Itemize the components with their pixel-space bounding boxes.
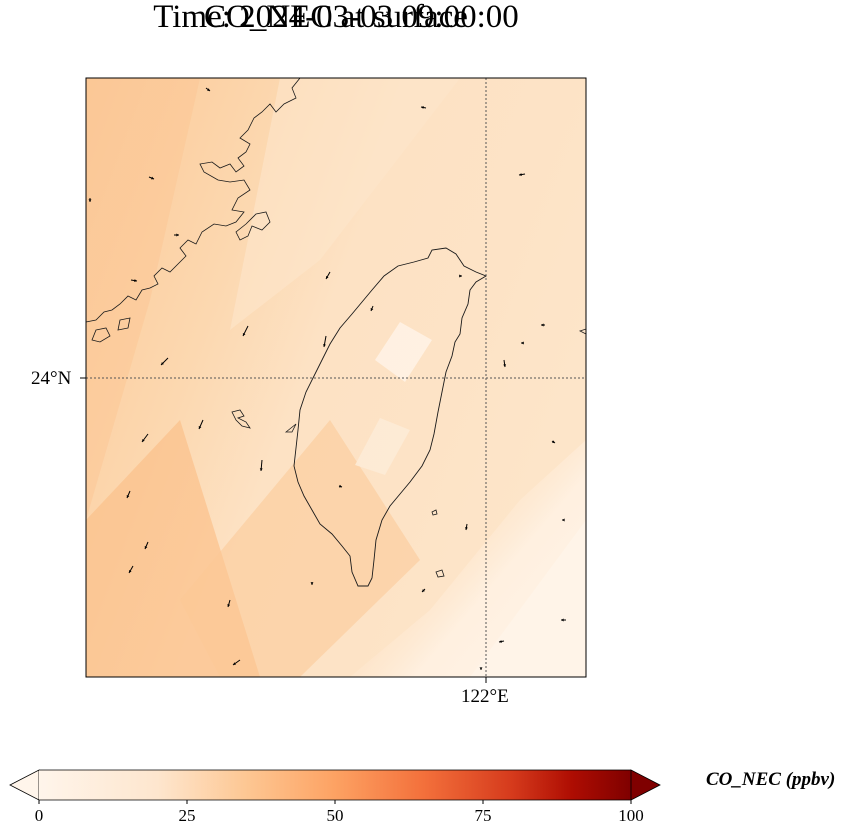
wind-arrow-head: [422, 589, 425, 592]
wind-arrow-head: [521, 341, 524, 345]
colorbar-extend-min: [9, 769, 40, 801]
wind-arrow-head: [233, 662, 236, 665]
wind-arrow-head: [459, 274, 462, 278]
colorbar-gradient: [39, 770, 631, 800]
wind-arrow-head: [134, 279, 137, 282]
wind-arrow-head: [227, 604, 231, 607]
wind-arrow-head: [499, 640, 502, 643]
colorbar-tick-50: 50: [326, 806, 344, 825]
wind-arrow-head: [323, 344, 326, 347]
wind-arrow-head: [465, 527, 468, 530]
penghu-islands: [231, 409, 251, 429]
wind-arrow-head: [339, 484, 342, 488]
wind-vectors: [88, 87, 566, 670]
wind-arrow-head: [88, 199, 92, 202]
islet: [431, 509, 438, 516]
wind-arrow-head: [129, 570, 132, 573]
colorbar: [9, 769, 661, 804]
longitude-label: 122°E: [461, 686, 509, 707]
wind-arrow-head: [541, 323, 544, 327]
wind-arrow-head: [370, 308, 374, 311]
wind-arrow-head: [562, 518, 565, 522]
islet: [435, 569, 445, 578]
wind-arrow-head: [479, 667, 483, 670]
wind-arrow-head: [126, 495, 130, 498]
map-frame: [85, 77, 587, 678]
wind-arrow-head: [503, 364, 507, 367]
mainland-coastline: [85, 77, 301, 343]
wind-arrow-head: [142, 439, 145, 442]
latitude-label: 24°N: [31, 368, 72, 389]
taiwan-coastline: [293, 247, 488, 587]
colorbar-tick-25: 25: [178, 806, 196, 825]
wind-arrow-head: [207, 88, 210, 91]
wind-arrow-head: [561, 618, 564, 622]
wind-arrow-head: [519, 173, 522, 176]
map-title-line2: Time: 2024-03-03 09:00:00: [153, 0, 519, 35]
wind-arrow-head: [259, 468, 263, 471]
islet: [284, 423, 297, 433]
wind-arrow-head: [552, 440, 555, 443]
wind-arrow-head: [421, 106, 424, 109]
colorbar-tick-0: 0: [34, 806, 44, 825]
colorbar-tick-100: 100: [618, 806, 644, 825]
map-title-line1: CO_NEC at surface: [204, 0, 468, 35]
wind-arrow-head: [144, 546, 148, 549]
wind-arrow-head: [161, 362, 164, 365]
wind-arrow-head: [176, 233, 179, 237]
colorbar-extend-max: [630, 769, 661, 801]
wind-arrow-head: [310, 582, 314, 585]
wind-arrow-head: [198, 426, 202, 429]
wind-arrow-head: [242, 333, 246, 336]
colorbar-tick-75: 75: [474, 806, 492, 825]
colorbar-label: CO_NEC (ppbv): [706, 769, 836, 790]
wind-arrow-head: [326, 276, 329, 279]
wind-arrow-head: [151, 176, 154, 180]
